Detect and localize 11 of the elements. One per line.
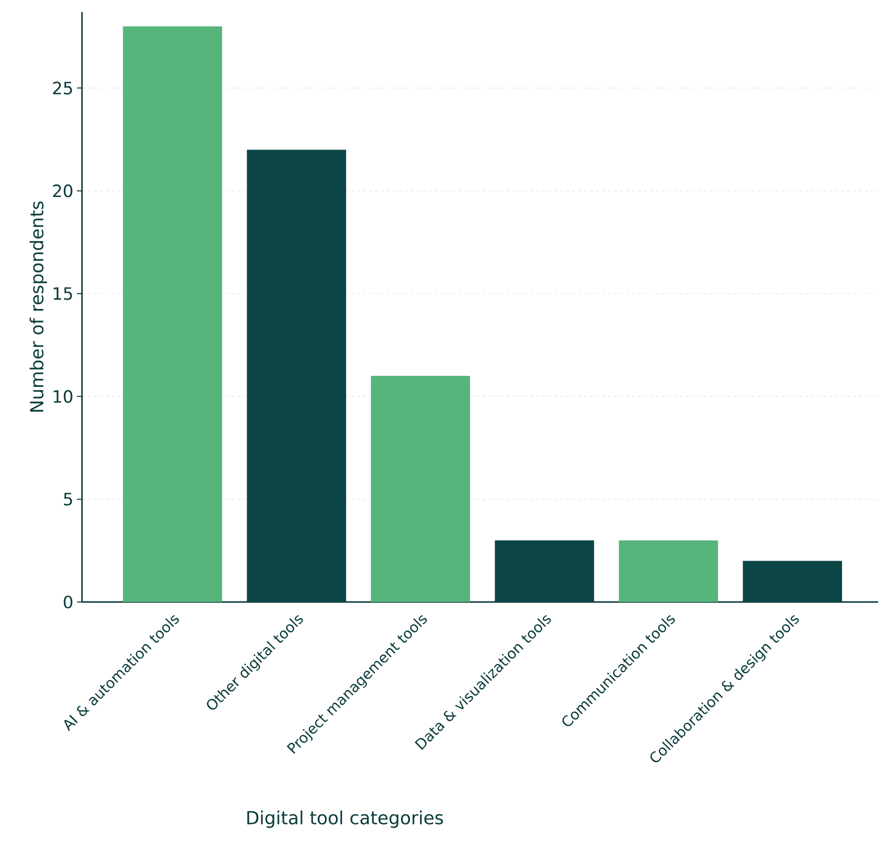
bar xyxy=(618,540,718,602)
y-axis-title: Number of respondents xyxy=(30,201,48,412)
bar xyxy=(122,26,222,602)
x-axis-title: Digital tool categories xyxy=(247,810,443,828)
y-tick-label: 5 xyxy=(64,492,72,506)
y-tick-label: 25 xyxy=(53,82,72,94)
y-tick-label: 15 xyxy=(54,287,72,300)
y-tick-label: 10 xyxy=(54,390,72,403)
y-tick-label: 20 xyxy=(53,184,72,198)
y-tick-label: 0 xyxy=(64,596,72,608)
bar xyxy=(370,376,470,602)
